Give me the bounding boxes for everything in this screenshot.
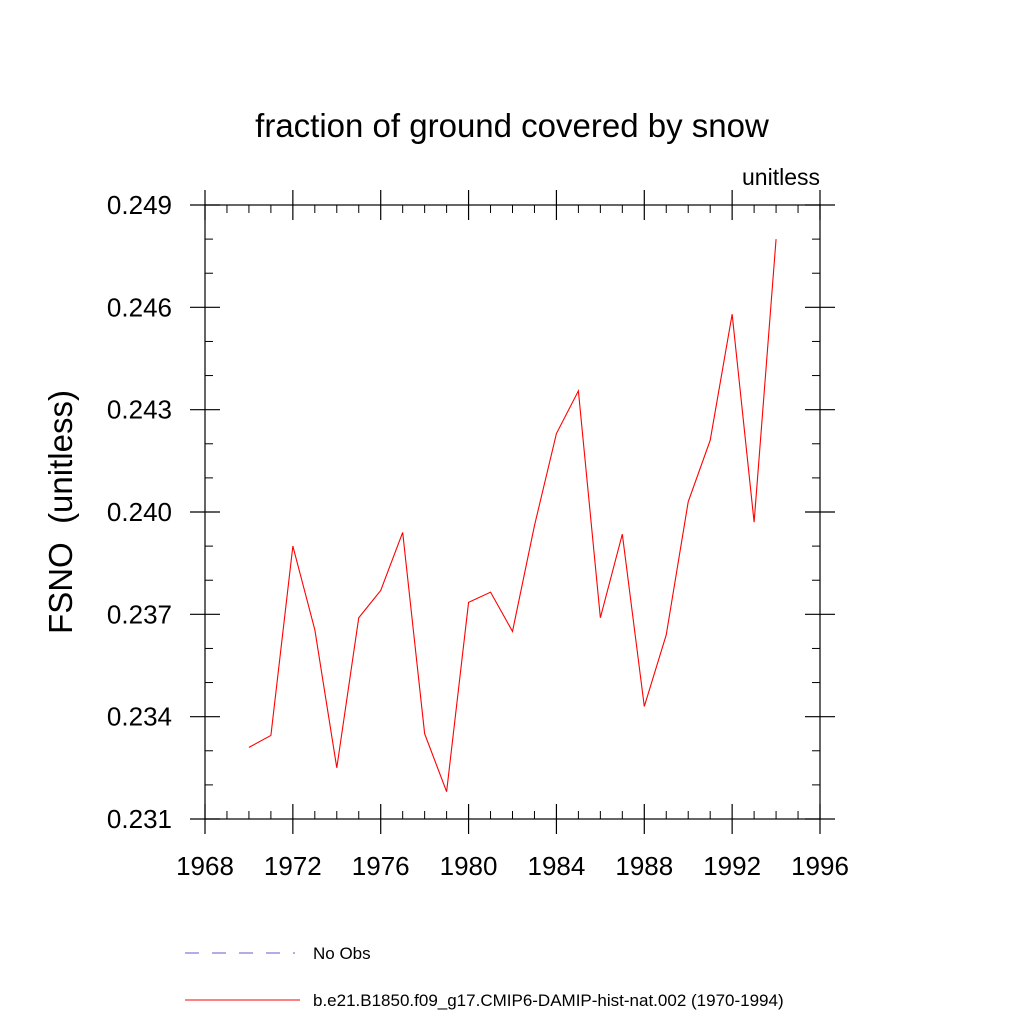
x-tick-label: 1992 xyxy=(703,851,761,881)
y-tick-label: 0.249 xyxy=(107,190,172,220)
legend-label-model: b.e21.B1850.f09_g17.CMIP6-DAMIP-hist-nat… xyxy=(313,991,784,1010)
y-axis-label: FSNO (unitless) xyxy=(42,390,79,634)
series-layer xyxy=(248,239,777,792)
y-tick-label: 0.246 xyxy=(107,292,172,322)
y-tick-label: 0.231 xyxy=(107,804,172,834)
y-tick-label: 0.234 xyxy=(107,702,172,732)
x-tick-label: 1968 xyxy=(176,851,234,881)
y-tick-label: 0.240 xyxy=(107,497,172,527)
x-tick-label: 1996 xyxy=(791,851,849,881)
y-tick-labels: 0.231 0.234 0.237 0.240 0.243 0.246 0.249 xyxy=(107,190,172,834)
major-ticks xyxy=(190,190,835,834)
legend: No Obs b.e21.B1850.f09_g17.CMIP6-DAMIP-h… xyxy=(185,944,784,1010)
x-tick-label: 1972 xyxy=(264,851,322,881)
y-tick-label: 0.237 xyxy=(107,599,172,629)
x-tick-label: 1976 xyxy=(352,851,410,881)
units-label: unitless xyxy=(742,164,820,190)
series-line xyxy=(248,239,777,792)
x-tick-label: 1984 xyxy=(528,851,586,881)
x-tick-label: 1988 xyxy=(615,851,673,881)
x-tick-labels: 1968 1972 1976 1980 1984 1988 1992 1996 xyxy=(176,851,849,881)
chart-title: fraction of ground covered by snow xyxy=(255,107,769,144)
legend-label-no-obs: No Obs xyxy=(313,944,371,963)
y-tick-label: 0.243 xyxy=(107,395,172,425)
plot-frame xyxy=(204,204,821,820)
x-tick-label: 1980 xyxy=(440,851,498,881)
minor-ticks xyxy=(205,205,820,819)
